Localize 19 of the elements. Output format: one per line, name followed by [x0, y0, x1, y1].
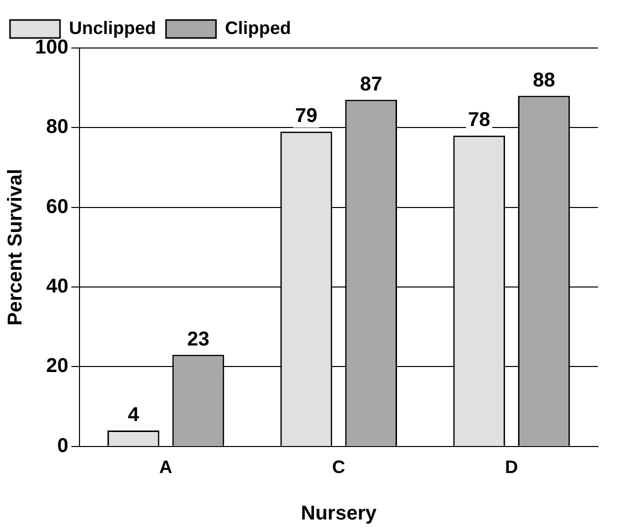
y-tick-label: 60	[46, 196, 68, 218]
data-label: 78	[468, 109, 490, 132]
data-label: 4	[128, 404, 140, 426]
x-tick-label: C	[332, 457, 346, 478]
data-label: 88	[532, 69, 556, 92]
y-tick-label: 80	[46, 116, 68, 138]
y-axis-title: Percent Survival	[4, 168, 27, 326]
x-axis-title: Nursery	[300, 502, 378, 525]
x-tick-label: A	[159, 457, 172, 478]
data-label: 23	[187, 328, 210, 350]
x-tick-label: D	[505, 457, 518, 478]
data-label: 79	[295, 105, 318, 128]
y-tick-label: 20	[46, 355, 68, 378]
legend-label: Unclipped	[69, 18, 156, 38]
legend-label: Clipped	[225, 18, 292, 38]
y-tick-label: 100	[34, 36, 68, 59]
y-tick-label: 0	[57, 434, 68, 457]
data-label: 87	[360, 73, 382, 96]
y-tick-label: 40	[46, 276, 68, 298]
